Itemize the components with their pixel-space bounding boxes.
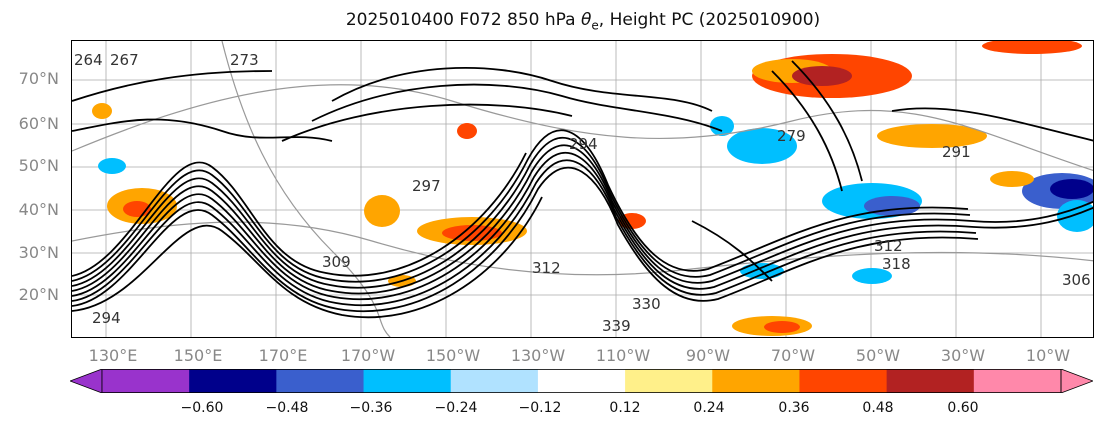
colorbar-frame (101, 369, 1062, 393)
colorbar-tick: 0.24 (693, 400, 725, 416)
colorbar-bin (276, 369, 365, 393)
colorbar-bin (450, 369, 539, 393)
contour-label: 264 (74, 51, 103, 69)
colorbar-bin (625, 369, 713, 393)
lon-label-70w: 70°W (770, 346, 816, 365)
graticule (72, 41, 1093, 337)
colorbar-tick: 0.36 (778, 400, 810, 416)
theta-e-contours (72, 60, 1093, 319)
contour-label: 294 (92, 309, 121, 327)
colorbar-tick: 0.48 (862, 400, 894, 416)
contour-label: 294 (569, 135, 598, 153)
colorbar-tick: −0.12 (518, 400, 562, 416)
colorbar-bin (712, 369, 800, 393)
contour-label: 306 (1062, 271, 1091, 289)
lon-label-50w: 50°W (855, 346, 901, 365)
colorbar-tick: 0.12 (609, 400, 641, 416)
lon-label-150w: 150°W (425, 346, 481, 365)
colorbar-under-extension (70, 369, 103, 393)
colorbar-bin (799, 369, 888, 393)
lon-label-110w: 110°W (595, 346, 651, 365)
height-contours (72, 41, 1093, 337)
contour-label: 330 (632, 295, 661, 313)
lon-label-130w: 130°W (510, 346, 566, 365)
colorbar-bin (102, 369, 190, 393)
colorbar-bin (973, 369, 1062, 393)
lat-label-30n: 30°N (18, 243, 59, 262)
lat-label-60n: 60°N (18, 114, 59, 133)
shading (92, 41, 1093, 336)
contour-label: 318 (882, 255, 911, 273)
colorbar-over-extension (1060, 369, 1093, 393)
map-title: 2025010400 F072 850 hPa θe, Height PC (2… (345, 10, 821, 33)
colorbar-tick: 0.60 (947, 400, 979, 416)
lat-label-40n: 40°N (18, 200, 59, 219)
map-panel: 264 267 273 294 297 309 312 318 339 330 … (71, 40, 1094, 338)
lat-label-50n: 50°N (18, 156, 59, 175)
contour-label: 312 (532, 259, 561, 277)
colorbar-tick: −0.60 (180, 400, 224, 416)
colorbar (70, 369, 1093, 393)
contour-label: 309 (322, 253, 351, 271)
contour-label: 279 (777, 127, 806, 145)
lon-label-130e: 130°E (88, 346, 138, 365)
contour-labels: 264 267 273 294 297 309 312 318 339 330 … (74, 51, 1091, 335)
map-canvas: 264 267 273 294 297 309 312 318 339 330 … (72, 41, 1093, 337)
colorbar-bin (363, 369, 452, 393)
contour-label: 339 (602, 317, 631, 335)
contour-label: 297 (412, 177, 441, 195)
lon-label-90w: 90°W (685, 346, 731, 365)
contour-label: 291 (942, 143, 971, 161)
colorbar-tick: −0.24 (434, 400, 478, 416)
lon-label-150e: 150°E (173, 346, 223, 365)
colorbar-bin (886, 369, 975, 393)
colorbar-tick: −0.48 (265, 400, 309, 416)
colorbar-bin (189, 369, 277, 393)
lon-label-170w: 170°W (340, 346, 396, 365)
contour-label: 273 (230, 51, 259, 69)
lat-label-70n: 70°N (18, 69, 59, 88)
lat-label-20n: 20°N (18, 285, 59, 304)
contour-label: 267 (110, 51, 139, 69)
contour-label: 312 (874, 237, 903, 255)
lon-label-170e: 170°E (258, 346, 308, 365)
lon-label-10w: 10°W (1025, 346, 1071, 365)
colorbar-tick: −0.36 (349, 400, 393, 416)
colorbar-bin (537, 369, 626, 393)
lon-label-30w: 30°W (940, 346, 986, 365)
